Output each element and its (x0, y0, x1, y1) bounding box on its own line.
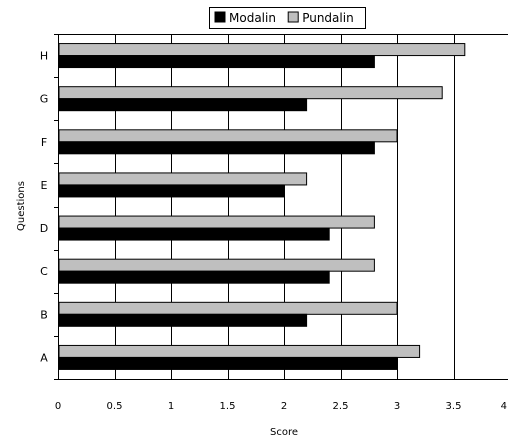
y-tick-label-A: A (40, 351, 48, 364)
x-tick-label-0: 0 (55, 401, 61, 412)
x-tick-label-1: 0.5 (107, 401, 123, 412)
bar-modalin-A (58, 356, 398, 370)
bar-pundalin-G (58, 86, 443, 100)
legend-label-pundalin: Pundalin (302, 11, 353, 25)
x-tick-label-3: 1.5 (220, 401, 236, 412)
x-tick-labels: 0 0.5 1 1.5 2 2.5 3 3.5 4 (55, 401, 507, 412)
x-tick-label-4: 2 (281, 401, 287, 412)
x-tick-label-6: 3 (394, 401, 400, 412)
x-tick-label-2: 1 (168, 401, 174, 412)
bar-modalin-D (58, 227, 330, 241)
y-tick-label-G: G (40, 93, 49, 106)
bars-layer (58, 43, 466, 370)
axis-layer (54, 34, 508, 380)
x-axis-title: Score (270, 427, 298, 437)
x-tick-label-8: 4 (501, 401, 507, 412)
y-axis-title: Questions (16, 181, 27, 231)
y-tick-label-H: H (40, 50, 48, 63)
bar-pundalin-E (58, 172, 308, 186)
bar-pundalin-D (58, 215, 375, 229)
x-tick-label-7: 3.5 (446, 401, 462, 412)
y-tick-label-B: B (40, 308, 48, 321)
grid-layer (58, 34, 508, 379)
legend-box (209, 7, 366, 29)
bar-pundalin-B (58, 301, 398, 315)
bar-modalin-H (58, 55, 375, 69)
bar-modalin-B (58, 313, 308, 327)
bar-pundalin-C (58, 258, 375, 272)
y-tick-label-D: D (40, 222, 48, 235)
y-tick-labels: A B C D E F G H (40, 50, 49, 365)
bar-modalin-C (58, 270, 330, 284)
bar-modalin-E (58, 184, 285, 198)
legend: Modalin Pundalin (209, 7, 366, 29)
bar-modalin-G (58, 98, 308, 112)
bar-pundalin-A (58, 344, 421, 358)
legend-swatch-pundalin (287, 11, 299, 23)
y-tick-label-E: E (41, 179, 48, 192)
legend-swatch-modalin (214, 11, 226, 23)
bar-pundalin-F (58, 129, 398, 143)
legend-label-modalin: Modalin (229, 11, 276, 25)
x-tick-label-5: 2.5 (333, 401, 349, 412)
bar-pundalin-H (58, 43, 466, 57)
y-tick-label-F: F (41, 136, 47, 149)
bar-modalin-F (58, 141, 375, 155)
y-tick-label-C: C (40, 265, 48, 278)
